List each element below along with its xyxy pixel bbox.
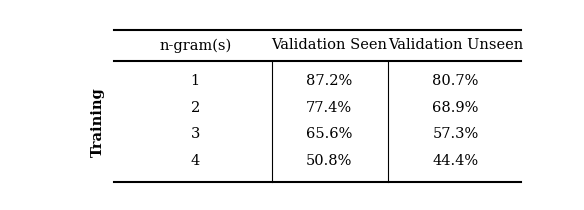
Text: 2: 2 (190, 101, 200, 115)
Text: 68.9%: 68.9% (432, 101, 479, 115)
Text: 50.8%: 50.8% (305, 154, 352, 168)
Text: n-gram(s): n-gram(s) (159, 38, 231, 53)
Text: 4: 4 (190, 154, 200, 168)
Text: 3: 3 (190, 127, 200, 141)
Text: Validation Unseen: Validation Unseen (388, 38, 523, 52)
Text: 57.3%: 57.3% (432, 127, 478, 141)
Text: 80.7%: 80.7% (432, 74, 479, 88)
Text: 77.4%: 77.4% (305, 101, 352, 115)
Text: Validation Seen: Validation Seen (271, 38, 387, 52)
Text: 87.2%: 87.2% (305, 74, 352, 88)
Text: Training: Training (91, 87, 105, 157)
Text: 1: 1 (190, 74, 200, 88)
Text: 65.6%: 65.6% (305, 127, 352, 141)
Text: 44.4%: 44.4% (432, 154, 478, 168)
